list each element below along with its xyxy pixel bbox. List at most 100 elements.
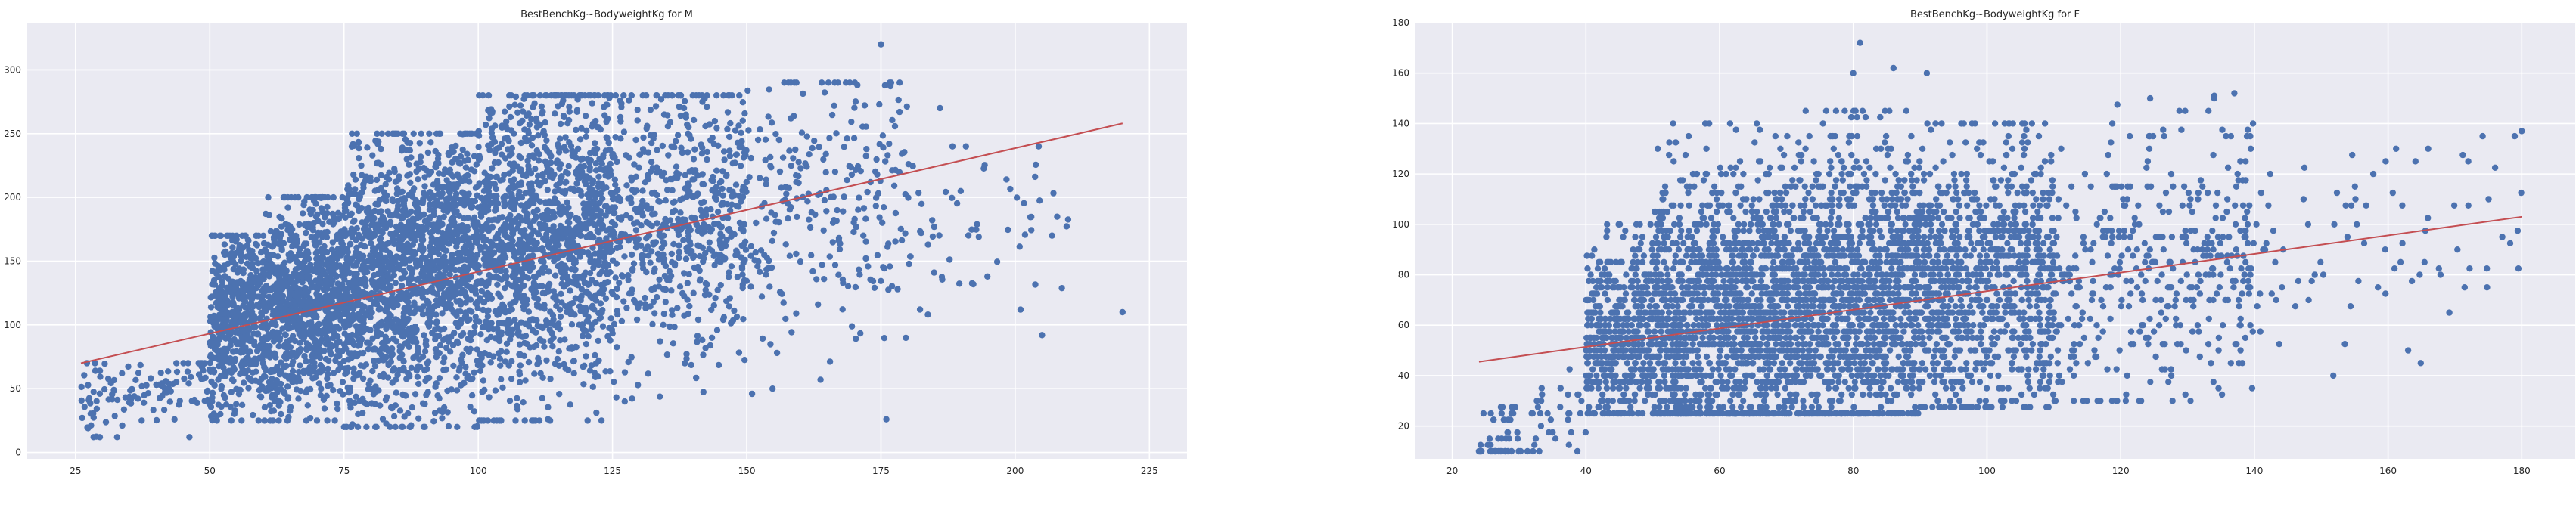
data-point [236,244,243,251]
data-point [385,240,392,246]
data-point [552,188,558,195]
data-point [676,242,682,249]
data-point [726,153,734,159]
data-point [312,277,319,284]
data-point [135,370,142,376]
data-point [344,249,351,255]
data-point [542,178,548,184]
data-point [620,92,627,99]
data-point [726,225,732,233]
data-point [658,234,665,240]
data-point [228,320,235,327]
data-point [331,417,338,424]
data-point [688,361,694,369]
data-point [171,416,178,423]
data-point [563,281,570,288]
data-point [738,144,745,151]
data-point [643,125,650,132]
data-point [561,144,568,150]
data-point [490,417,497,424]
data-point [631,189,639,196]
data-point [733,313,741,320]
data-point [518,193,526,201]
data-point [387,266,394,273]
data-point [420,423,427,430]
data-point [710,173,716,181]
data-point [567,143,575,150]
data-point [305,288,312,295]
data-point [453,387,461,394]
data-point [645,370,651,377]
data-point [603,184,610,191]
data-point [129,385,135,393]
data-point [645,205,652,212]
data-point [309,227,316,234]
data-point [185,380,192,387]
data-point [397,244,405,251]
data-point [553,302,560,309]
data-point [657,96,665,103]
data-point [314,369,321,376]
data-point [389,379,396,386]
data-point [245,237,252,244]
data-point [421,348,429,355]
data-point [237,370,244,377]
data-point [318,265,325,273]
data-point [374,271,382,277]
data-point [582,214,589,221]
data-point [469,261,477,268]
data-point [312,300,319,307]
data-point [504,324,511,331]
data-point [629,265,636,273]
data-point [632,173,640,180]
data-point [163,378,169,385]
data-point [446,271,453,278]
data-point [726,147,733,154]
data-point [324,375,331,382]
data-point [623,212,630,219]
data-point [501,172,508,178]
data-point [704,281,710,288]
data-point [480,198,488,205]
data-point [241,304,249,311]
data-point [597,190,604,198]
data-point [412,391,419,398]
data-point [507,212,514,219]
data-point [348,210,355,217]
data-point [275,397,282,404]
data-point [278,215,285,222]
data-point [441,204,448,211]
data-point [517,102,524,109]
data-point [255,417,262,424]
data-point [739,271,746,278]
data-point [390,367,396,374]
data-point [662,286,670,293]
data-point [613,260,620,267]
data-point [356,155,362,162]
data-point [593,409,600,416]
data-point [599,290,606,297]
data-point [209,389,216,396]
data-point [282,275,289,282]
data-point [531,100,538,107]
data-point [398,423,406,430]
data-point [359,278,365,285]
data-point [332,357,339,364]
data-point [445,187,452,194]
data-point [364,268,371,276]
data-point [365,204,372,212]
data-point [484,175,491,183]
data-point [741,110,748,117]
data-point [210,333,216,340]
data-point [635,304,642,311]
data-point [683,355,690,362]
data-point [404,317,411,324]
data-point [731,307,738,314]
data-point [238,401,246,408]
data-point [324,203,331,211]
data-point [567,311,574,317]
data-point [221,241,228,248]
data-point [229,244,236,251]
data-point [109,391,116,398]
data-point [466,307,473,314]
